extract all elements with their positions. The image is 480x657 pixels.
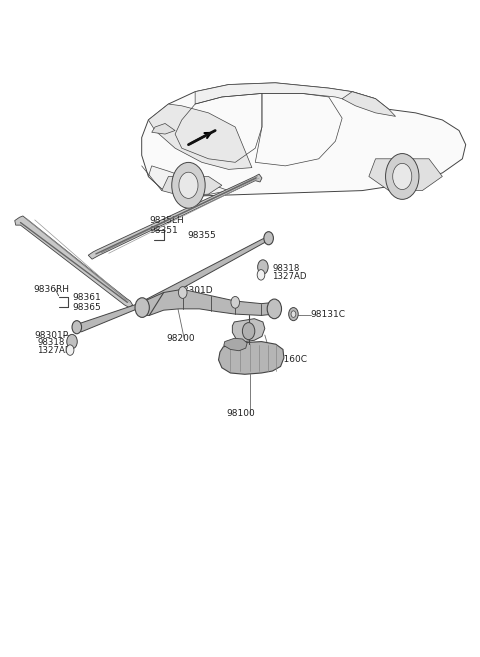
Polygon shape xyxy=(195,83,375,104)
Text: 98365: 98365 xyxy=(72,303,101,312)
Polygon shape xyxy=(369,159,443,191)
Polygon shape xyxy=(148,166,228,196)
Circle shape xyxy=(288,307,298,321)
Polygon shape xyxy=(342,92,396,116)
Polygon shape xyxy=(142,236,271,307)
Circle shape xyxy=(258,260,268,274)
Text: 98318: 98318 xyxy=(273,264,300,273)
Circle shape xyxy=(135,298,149,317)
Polygon shape xyxy=(152,124,175,134)
Text: 98200: 98200 xyxy=(166,334,195,343)
Text: 9835LH: 9835LH xyxy=(149,216,184,225)
Polygon shape xyxy=(88,174,262,259)
Polygon shape xyxy=(140,289,277,315)
Polygon shape xyxy=(162,177,222,196)
Circle shape xyxy=(393,164,412,189)
Text: 98100: 98100 xyxy=(227,409,255,418)
Circle shape xyxy=(67,334,77,349)
Text: 98131C: 98131C xyxy=(311,309,346,319)
Text: 1327AD: 1327AD xyxy=(273,271,307,281)
Polygon shape xyxy=(148,104,252,170)
Text: 98160C: 98160C xyxy=(273,355,308,365)
Text: 98318: 98318 xyxy=(37,338,64,348)
Circle shape xyxy=(257,269,265,280)
Circle shape xyxy=(291,311,296,317)
Circle shape xyxy=(179,172,198,198)
Polygon shape xyxy=(15,216,132,307)
Circle shape xyxy=(172,162,205,208)
Text: 98301P: 98301P xyxy=(35,330,69,340)
Circle shape xyxy=(66,345,74,355)
Circle shape xyxy=(231,296,240,308)
Polygon shape xyxy=(77,302,144,332)
Circle shape xyxy=(242,323,255,340)
Polygon shape xyxy=(218,342,284,374)
Circle shape xyxy=(267,299,281,319)
Circle shape xyxy=(72,321,82,334)
Text: 9836RH: 9836RH xyxy=(34,284,70,294)
Text: 98351: 98351 xyxy=(149,226,178,235)
Polygon shape xyxy=(142,83,466,196)
Text: 98361: 98361 xyxy=(72,293,101,302)
Circle shape xyxy=(179,286,187,298)
Text: 1327AD: 1327AD xyxy=(37,346,72,355)
Polygon shape xyxy=(224,338,247,351)
Circle shape xyxy=(264,232,274,245)
Polygon shape xyxy=(232,319,265,342)
Circle shape xyxy=(385,154,419,199)
Text: 98355: 98355 xyxy=(188,231,216,240)
Text: 98301D: 98301D xyxy=(177,286,213,295)
